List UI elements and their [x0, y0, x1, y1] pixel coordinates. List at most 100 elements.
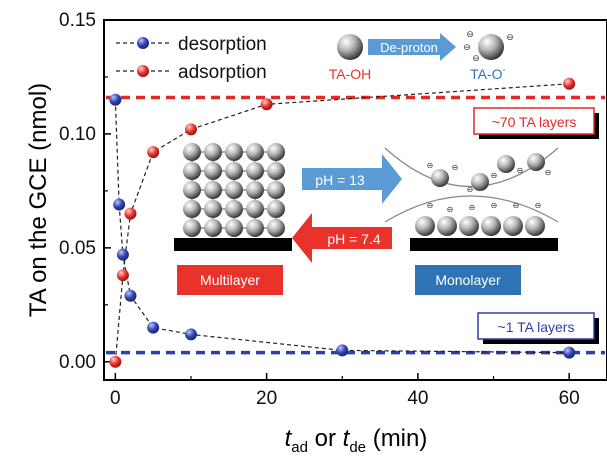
multilayer-sphere	[267, 219, 285, 237]
multilayer-sphere	[246, 162, 264, 180]
minus-charge-icon: ⊖	[491, 171, 498, 180]
reference-lines	[106, 95, 605, 355]
data-point-desorption	[184, 328, 197, 341]
x-axis-title-tail: (min)	[366, 425, 427, 452]
minus-charge-icon: ⊖	[469, 203, 476, 212]
free-sphere	[471, 173, 489, 191]
multilayer-sphere	[225, 143, 243, 161]
multilayer-schematic	[174, 143, 292, 251]
plot-frame	[103, 19, 607, 381]
data-point-adsorption	[124, 207, 137, 220]
ta-o-superscript: -	[503, 65, 506, 76]
data-point-adsorption	[563, 77, 576, 90]
ref-label-box	[473, 107, 595, 135]
data-point-desorption	[113, 198, 126, 211]
monolayer-sphere	[481, 216, 501, 236]
ta-oh-sphere	[337, 34, 363, 60]
multilayer-sphere	[204, 200, 222, 218]
data-point-desorption	[109, 93, 122, 106]
data-point-desorption	[116, 248, 129, 261]
data-point-desorption	[147, 321, 160, 334]
multilayer-sphere	[246, 200, 264, 218]
minus-charge-icon: ⊖	[535, 201, 542, 210]
minus-charge-icon: ⊖	[506, 32, 514, 42]
multilayer-sphere	[246, 143, 264, 161]
ph-low-label: pH = 7.4	[327, 231, 381, 247]
data-point-adsorption	[260, 98, 273, 111]
ta-o-label: TA-O-	[470, 65, 506, 82]
axis-ticks: 0 20 40 60 0.00 0.05 0.10 0.15	[59, 10, 580, 409]
multilayer-label: Multilayer	[200, 272, 260, 288]
minus-charge-icon: ⊖	[466, 29, 474, 39]
ref-label-1-layer: ~1 TA layers	[498, 319, 575, 335]
ref-label-70-layers: ~70 TA layers	[492, 114, 577, 130]
y-tick-label: 0.00	[59, 352, 96, 373]
ph-high-arrow	[302, 154, 402, 204]
deproton-schematic: De-proton ⊖ ⊖ ⊖ ⊖ TA-OH TA-O-	[329, 29, 514, 82]
multilayer-sphere	[183, 143, 201, 161]
monolayer-sphere	[525, 216, 545, 236]
legend: desorption adsorption	[116, 34, 267, 83]
ph-high-label: pH = 13	[315, 172, 365, 188]
y-tick-label: 0.05	[59, 238, 96, 259]
multilayer-sphere	[204, 143, 222, 161]
multilayer-sphere	[267, 143, 285, 161]
multilayer-sphere	[225, 181, 243, 199]
x-tick-label: 60	[559, 388, 580, 409]
data-point-adsorption	[147, 146, 160, 159]
ref-label-top: ~70 TA layers	[473, 107, 599, 139]
x-tick-label: 20	[256, 388, 277, 409]
monolayer-sphere	[503, 216, 523, 236]
ta-o-text: TA-O	[470, 66, 503, 82]
monolayer-badge	[415, 265, 521, 295]
minus-charge-icon: ⊖	[463, 42, 471, 52]
x-axis-title-t2: t	[343, 425, 351, 452]
multilayer-sphere	[183, 181, 201, 199]
multilayer-sphere	[204, 219, 222, 237]
data-point-adsorption	[109, 355, 122, 368]
ta-oh-label: TA-OH	[329, 66, 372, 82]
series-line-desorption	[114, 99, 570, 354]
monolayer-sphere	[459, 216, 479, 236]
multilayer-sphere	[225, 200, 243, 218]
legend-marker-desorption	[137, 37, 149, 49]
multilayer-sphere	[204, 181, 222, 199]
x-axis-title: tad or tde (min)	[285, 425, 428, 456]
multilayer-sphere	[225, 162, 243, 180]
multilayer-sphere	[267, 162, 285, 180]
x-tick-label: 0	[110, 388, 121, 409]
x-axis-title-t1: t	[285, 425, 293, 452]
data-point-desorption	[336, 344, 349, 357]
monolayer-schematic: ⊖ ⊖ ⊖ ⊖ ⊖ ⊖ ⊖ ⊖ ⊖ ⊖ ⊖ ⊖	[384, 147, 559, 251]
y-axis-title: TA on the GCE (nmol)	[25, 83, 52, 317]
x-tick-label: 40	[407, 388, 428, 409]
data-point-desorption	[124, 289, 137, 302]
multilayer-badge	[177, 265, 283, 295]
minus-charge-icon: ⊖	[452, 163, 459, 172]
legend-marker-adsorption	[137, 65, 149, 77]
legend-label-desorption: desorption	[178, 34, 267, 55]
multilayer-sphere	[246, 219, 264, 237]
data-points	[109, 77, 576, 368]
minus-charge-icon: ⊖	[427, 201, 434, 210]
x-axis-title-sub1: ad	[291, 439, 308, 456]
multilayer-sphere	[267, 181, 285, 199]
data-point-desorption	[563, 346, 576, 359]
x-axis-title-mid: or	[308, 425, 343, 452]
minus-charge-icon: ⊖	[545, 168, 552, 177]
multilayer-sphere	[267, 200, 285, 218]
deproton-arrow	[368, 33, 456, 61]
monolayer-sphere	[437, 216, 457, 236]
electrode-base	[174, 238, 292, 251]
multilayer-sphere	[183, 219, 201, 237]
ta-o-sphere	[478, 34, 504, 60]
ref-label-box	[477, 312, 595, 340]
data-point-adsorption	[184, 123, 197, 136]
ref-label-bottom: ~1 TA layers	[477, 312, 599, 344]
minus-charge-icon: ⊖	[427, 161, 434, 170]
free-sphere	[527, 153, 545, 171]
electrode-base	[410, 238, 558, 251]
deproton-label: De-proton	[380, 40, 438, 55]
legend-label-adsorption: adsorption	[178, 62, 267, 83]
